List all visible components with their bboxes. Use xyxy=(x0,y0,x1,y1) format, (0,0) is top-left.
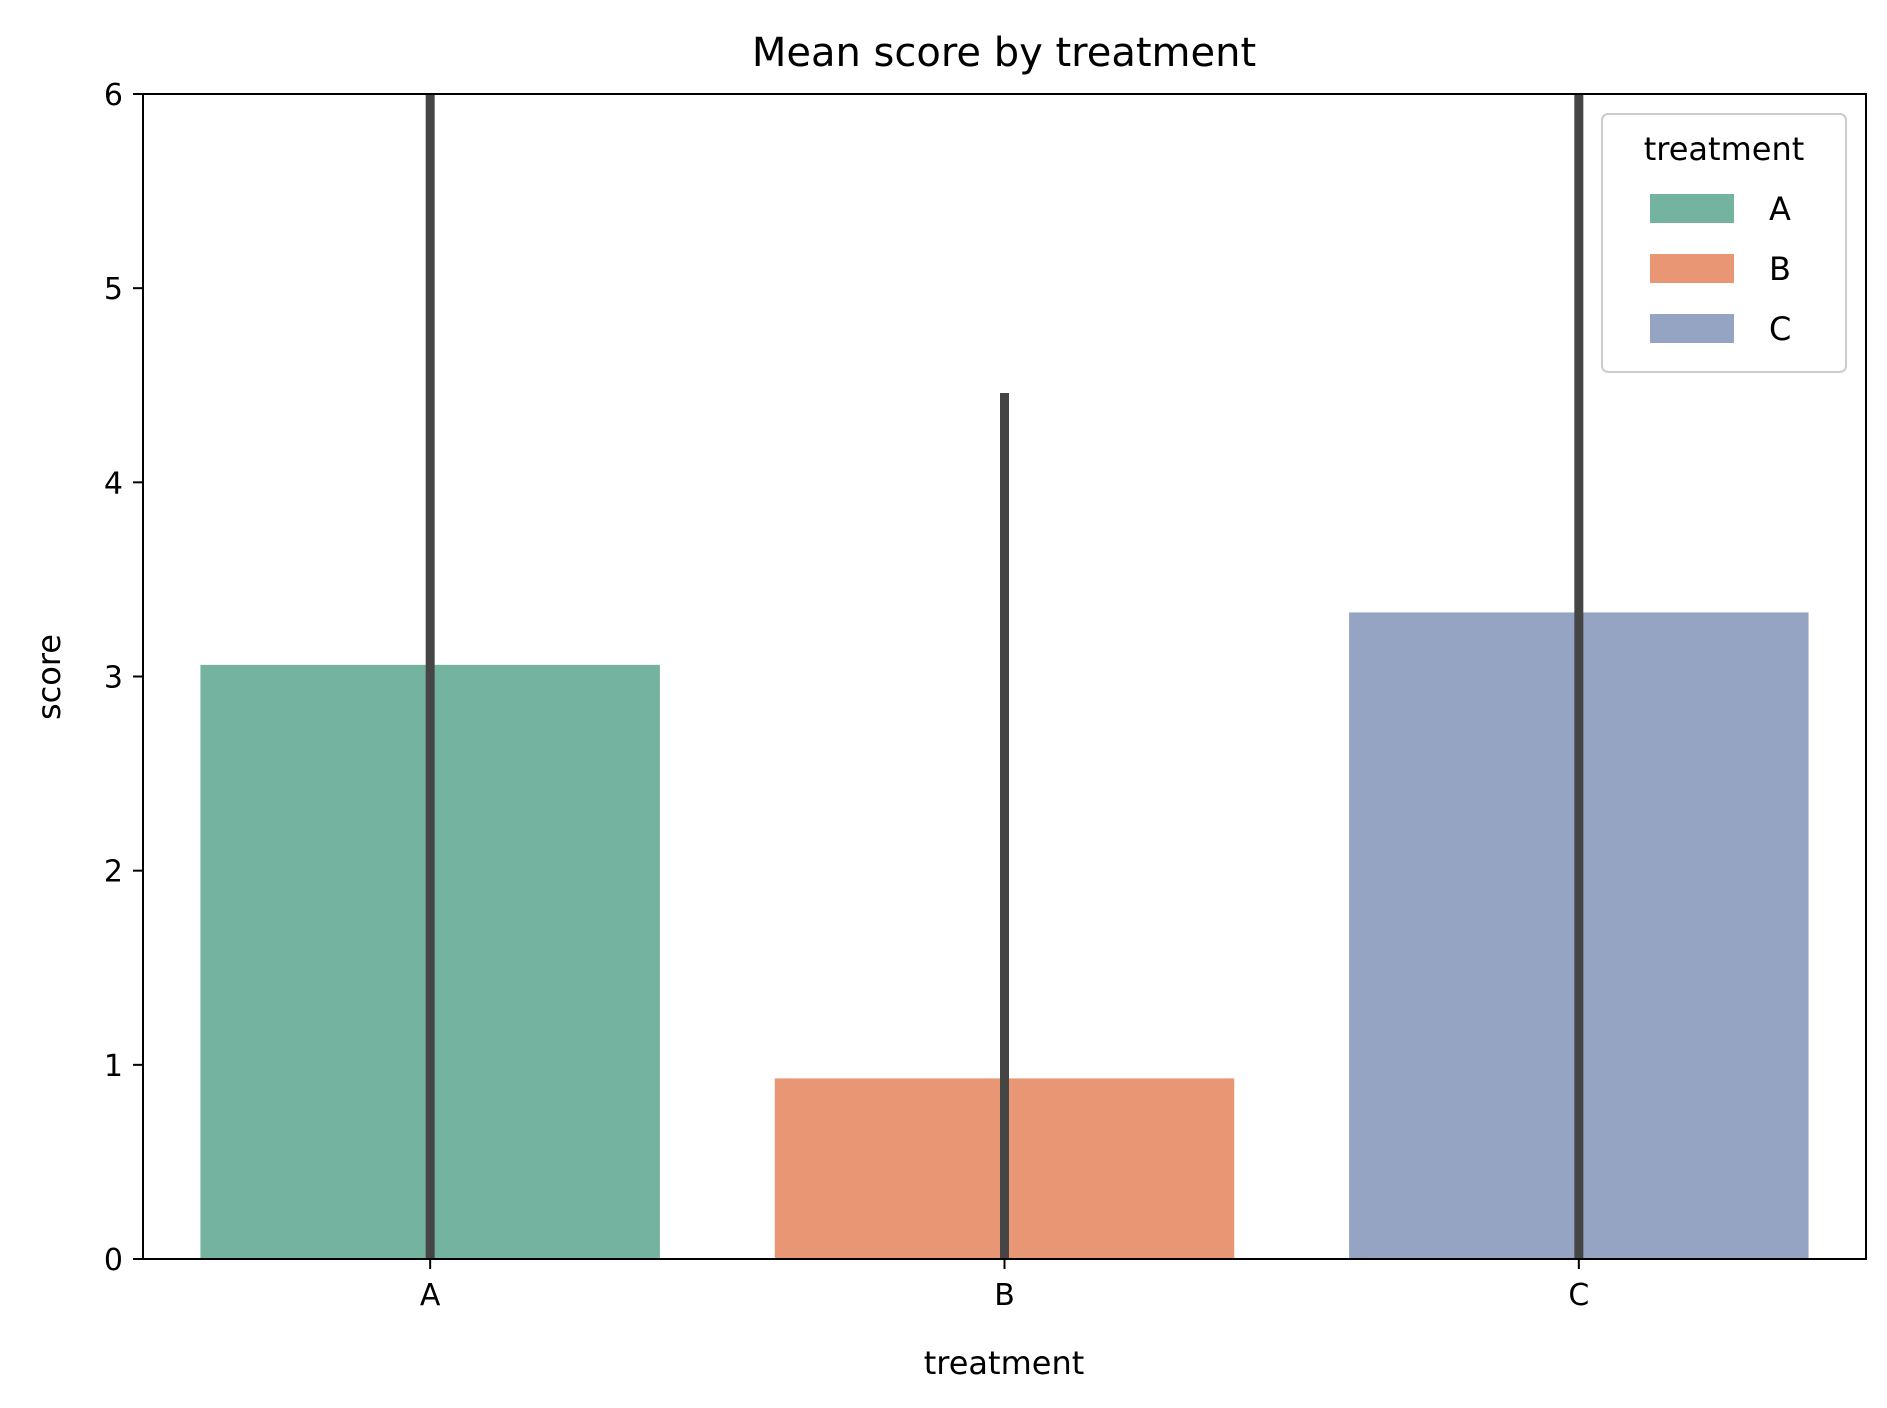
legend-label-c: C xyxy=(1769,310,1791,348)
y-tick-label: 3 xyxy=(104,661,123,696)
y-tick-label: 2 xyxy=(104,855,123,890)
y-tick-label: 1 xyxy=(104,1049,123,1084)
x-axis: A B C xyxy=(420,1259,1589,1313)
legend-swatch-a xyxy=(1650,194,1734,223)
y-tick-label: 5 xyxy=(104,272,123,307)
y-tick-label: 6 xyxy=(104,78,123,113)
error-bars-group xyxy=(425,94,1584,1259)
legend: treatment ABC xyxy=(1601,113,1847,373)
legend-label-a: A xyxy=(1769,190,1791,228)
x-tick-label: B xyxy=(994,1278,1015,1313)
x-tick-label: C xyxy=(1568,1278,1589,1313)
legend-swatch-b xyxy=(1650,254,1734,283)
y-tick-label: 4 xyxy=(104,466,123,501)
legend-swatch-c xyxy=(1650,314,1734,343)
chart-title: Mean score by treatment xyxy=(752,30,1256,76)
legend-box xyxy=(1601,113,1847,373)
x-tick-label: A xyxy=(420,1278,441,1313)
legend-label-b: B xyxy=(1769,250,1791,288)
x-axis-title: treatment xyxy=(924,1344,1085,1382)
y-axis-title: score xyxy=(30,634,68,720)
y-tick-label: 0 xyxy=(104,1243,123,1278)
y-axis: 0 1 2 3 4 5 6 xyxy=(104,78,143,1278)
legend-title: treatment xyxy=(1644,130,1805,168)
